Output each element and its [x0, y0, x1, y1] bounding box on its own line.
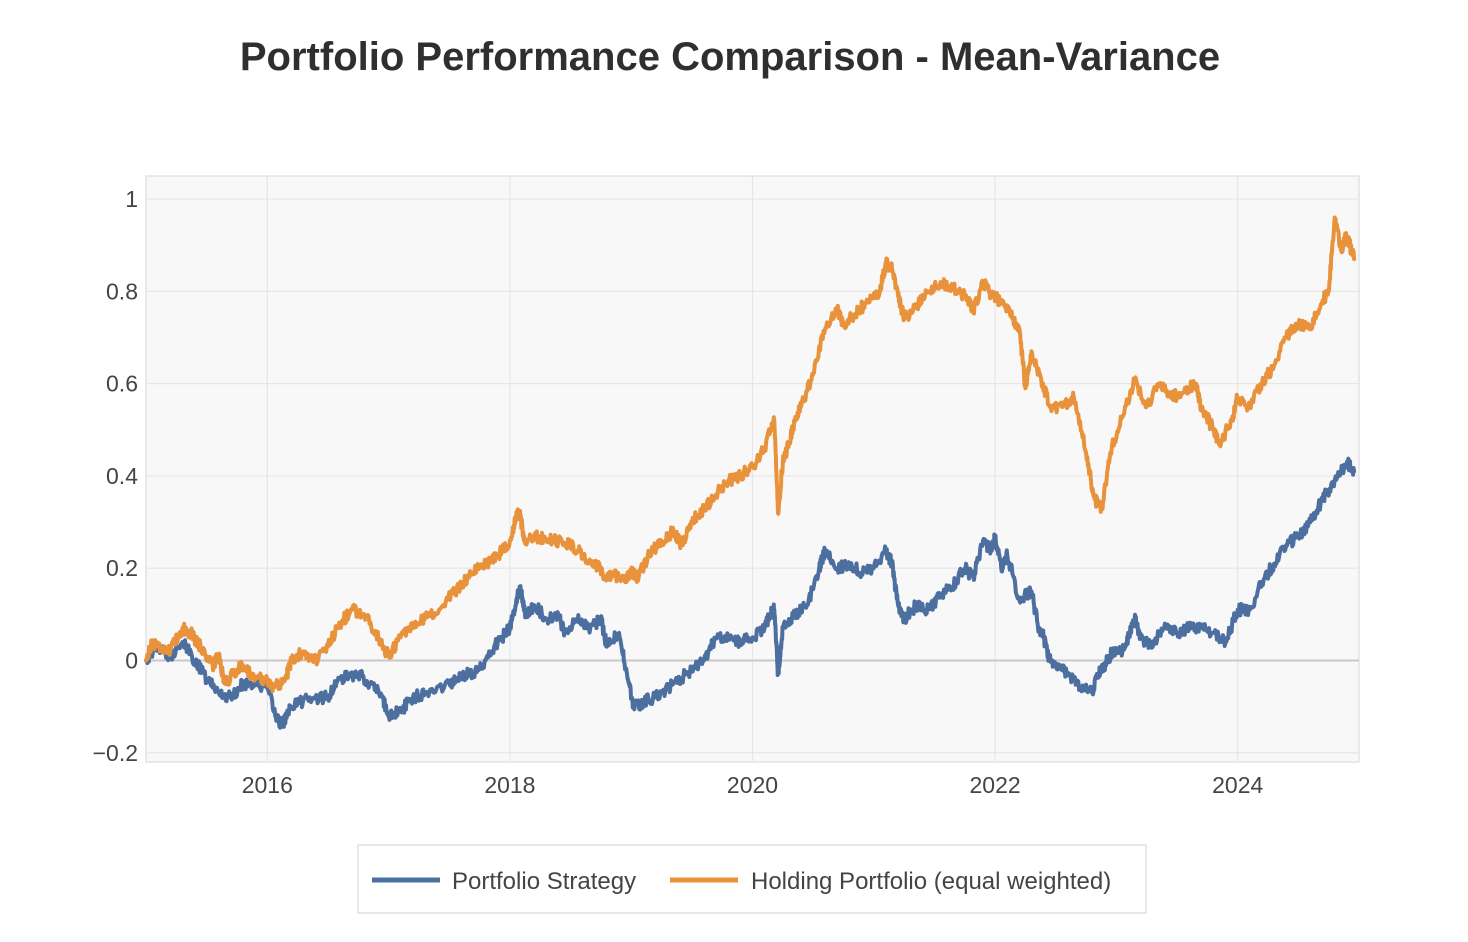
y-tick-label: −0.2 — [93, 740, 138, 766]
x-tick-label: 2024 — [1212, 772, 1263, 798]
series-line-holding-portfolio — [144, 215, 1357, 694]
legend: Portfolio Strategy Holding Portfolio (eq… — [357, 844, 1147, 914]
legend-label-holding-portfolio: Holding Portfolio (equal weighted) — [751, 868, 1111, 895]
axis-labels: 2016 2018 2020 2022 2024 1 0.8 0.6 0.4 0.2 0 −0.2 — [93, 186, 1264, 798]
x-tick-label: 2018 — [484, 772, 535, 798]
y-tick-label: 0 — [125, 647, 138, 673]
legend-box — [357, 844, 1147, 914]
x-tick-label: 2022 — [970, 772, 1021, 798]
series-line-portfolio-strategy — [144, 456, 1357, 730]
x-tick-label: 2020 — [727, 772, 778, 798]
series-lines — [144, 215, 1357, 730]
y-tick-label: 0.4 — [106, 463, 138, 489]
grid-lines — [146, 176, 1359, 762]
legend-label-portfolio-strategy: Portfolio Strategy — [452, 868, 636, 895]
y-tick-label: 0.8 — [106, 278, 138, 304]
y-tick-label: 1 — [125, 186, 138, 212]
chart-title: Portfolio Performance Comparison - Mean-… — [240, 35, 1220, 79]
x-tick-label: 2016 — [242, 772, 293, 798]
y-tick-label: 0.2 — [106, 555, 138, 581]
y-tick-label: 0.6 — [106, 371, 138, 397]
